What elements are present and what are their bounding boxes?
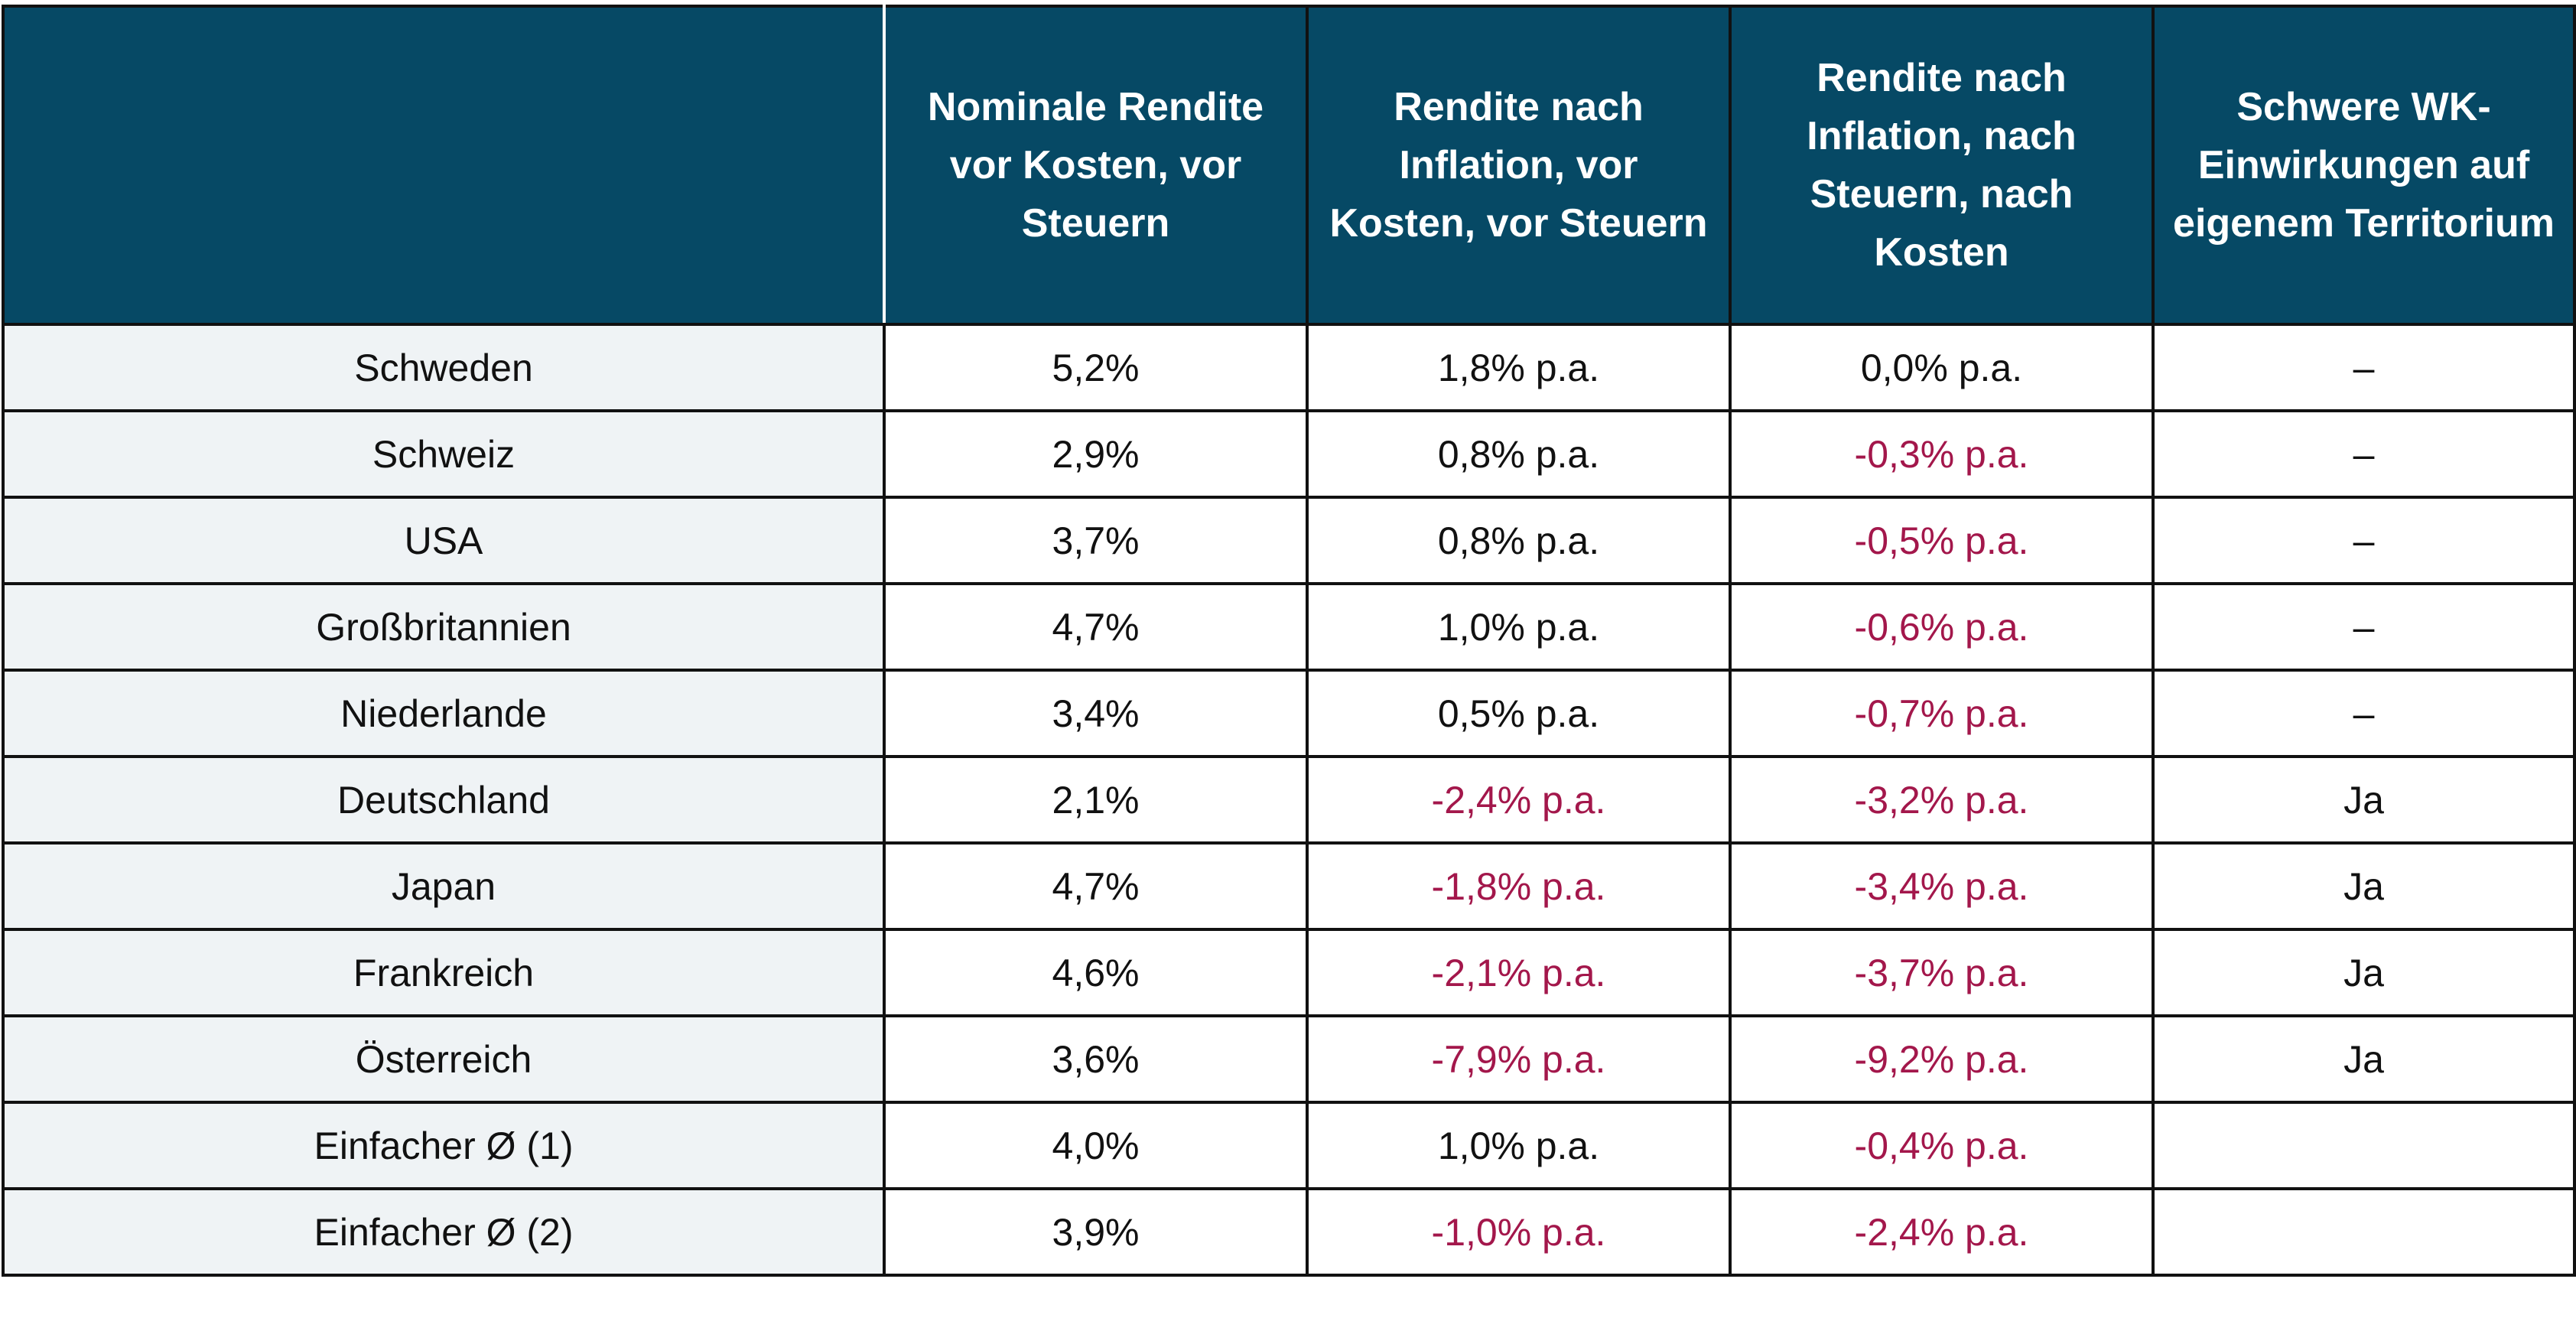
real-cell: 0,8% p.a.	[1306, 409, 1732, 499]
nominal-cell: 2,1%	[883, 755, 1309, 844]
real-cell: 0,5% p.a.	[1306, 669, 1732, 758]
header-net-return: Rendite nach Inflation, nach Steuern, na…	[1729, 5, 2155, 326]
nominal-cell: 5,2%	[883, 323, 1309, 412]
war-cell	[2152, 1101, 2576, 1190]
net-cell: -0,7% p.a.	[1729, 669, 2155, 758]
nominal-cell: 4,0%	[883, 1101, 1309, 1190]
war-cell: Ja	[2152, 755, 2576, 844]
real-cell: -1,8% p.a.	[1306, 841, 1732, 931]
war-cell: –	[2152, 323, 2576, 412]
table-row: Einfacher Ø (2) 3,9% -1,0% p.a. -2,4% p.…	[2, 1187, 2576, 1277]
nominal-cell: 3,9%	[883, 1187, 1309, 1277]
net-cell: -3,7% p.a.	[1729, 928, 2155, 1017]
real-cell: 1,0% p.a.	[1306, 1101, 1732, 1190]
table-body: Schweden 5,2% 1,8% p.a. 0,0% p.a. – Schw…	[2, 323, 2576, 1277]
war-cell	[2152, 1187, 2576, 1277]
war-cell: –	[2152, 496, 2576, 585]
real-cell: -2,4% p.a.	[1306, 755, 1732, 844]
real-cell: -2,1% p.a.	[1306, 928, 1732, 1017]
table-header: Nominale Rendite vor Kosten, vor Steuern…	[2, 5, 2576, 326]
country-cell: Österreich	[2, 1014, 886, 1104]
net-cell: -0,3% p.a.	[1729, 409, 2155, 499]
real-cell: 1,0% p.a.	[1306, 582, 1732, 672]
country-cell: Schweiz	[2, 409, 886, 499]
country-cell: Schweden	[2, 323, 886, 412]
table-row: Großbritannien 4,7% 1,0% p.a. -0,6% p.a.…	[2, 582, 2576, 672]
nominal-cell: 4,7%	[883, 841, 1309, 931]
table-row: USA 3,7% 0,8% p.a. -0,5% p.a. –	[2, 496, 2576, 585]
table-row: Japan 4,7% -1,8% p.a. -3,4% p.a. Ja	[2, 841, 2576, 931]
real-cell: -7,9% p.a.	[1306, 1014, 1732, 1104]
war-cell: Ja	[2152, 1014, 2576, 1104]
war-cell: –	[2152, 409, 2576, 499]
nominal-cell: 2,9%	[883, 409, 1309, 499]
header-war-impact: Schwere WK-Einwirkungen auf eigenem Terr…	[2152, 5, 2576, 326]
country-cell: Einfacher Ø (1)	[2, 1101, 886, 1190]
real-cell: 1,8% p.a.	[1306, 323, 1732, 412]
country-cell: USA	[2, 496, 886, 585]
net-cell: -3,4% p.a.	[1729, 841, 2155, 931]
war-cell: Ja	[2152, 841, 2576, 931]
real-cell: -1,0% p.a.	[1306, 1187, 1732, 1277]
net-cell: -0,5% p.a.	[1729, 496, 2155, 585]
country-cell: Niederlande	[2, 669, 886, 758]
war-cell: –	[2152, 582, 2576, 672]
country-cell: Japan	[2, 841, 886, 931]
table-row: Schweiz 2,9% 0,8% p.a. -0,3% p.a. –	[2, 409, 2576, 499]
table-row: Deutschland 2,1% -2,4% p.a. -3,2% p.a. J…	[2, 755, 2576, 844]
header-real-return: Rendite nach Inflation, vor Kosten, vor …	[1306, 5, 1732, 326]
table-row: Niederlande 3,4% 0,5% p.a. -0,7% p.a. –	[2, 669, 2576, 758]
net-cell: -0,4% p.a.	[1729, 1101, 2155, 1190]
real-cell: 0,8% p.a.	[1306, 496, 1732, 585]
net-cell: 0,0% p.a.	[1729, 323, 2155, 412]
table-row: Österreich 3,6% -7,9% p.a. -9,2% p.a. Ja	[2, 1014, 2576, 1104]
nominal-cell: 3,7%	[883, 496, 1309, 585]
table-row: Frankreich 4,6% -2,1% p.a. -3,7% p.a. Ja	[2, 928, 2576, 1017]
net-cell: -2,4% p.a.	[1729, 1187, 2155, 1277]
war-cell: Ja	[2152, 928, 2576, 1017]
table-row: Einfacher Ø (1) 4,0% 1,0% p.a. -0,4% p.a…	[2, 1101, 2576, 1190]
nominal-cell: 4,7%	[883, 582, 1309, 672]
header-row: Nominale Rendite vor Kosten, vor Steuern…	[2, 5, 2576, 326]
nominal-cell: 3,4%	[883, 669, 1309, 758]
net-cell: -3,2% p.a.	[1729, 755, 2155, 844]
country-cell: Frankreich	[2, 928, 886, 1017]
country-cell: Großbritannien	[2, 582, 886, 672]
nominal-cell: 3,6%	[883, 1014, 1309, 1104]
header-blank-cell	[2, 5, 886, 326]
net-cell: -0,6% p.a.	[1729, 582, 2155, 672]
nominal-cell: 4,6%	[883, 928, 1309, 1017]
war-cell: –	[2152, 669, 2576, 758]
returns-table: Nominale Rendite vor Kosten, vor Steuern…	[2, 5, 2576, 1277]
country-cell: Deutschland	[2, 755, 886, 844]
country-cell: Einfacher Ø (2)	[2, 1187, 886, 1277]
header-nominal-return: Nominale Rendite vor Kosten, vor Steuern	[883, 5, 1309, 326]
net-cell: -9,2% p.a.	[1729, 1014, 2155, 1104]
table-row: Schweden 5,2% 1,8% p.a. 0,0% p.a. –	[2, 323, 2576, 412]
